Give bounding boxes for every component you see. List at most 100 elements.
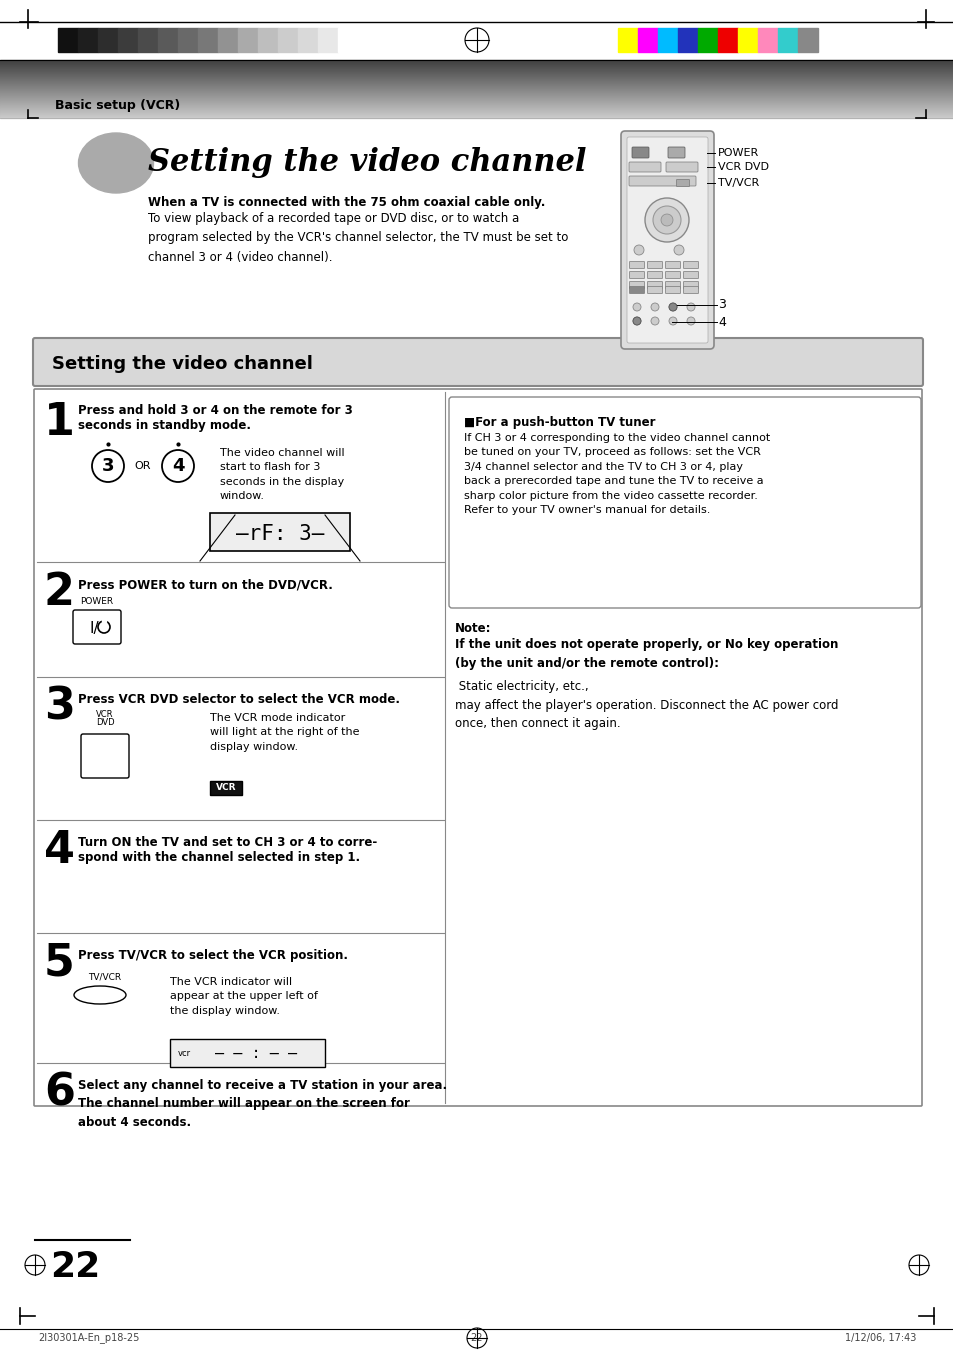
Text: To view playback of a recorded tape or DVD disc, or to watch a
program selected : To view playback of a recorded tape or D… <box>148 212 568 263</box>
Text: TV/VCR: TV/VCR <box>88 971 121 981</box>
Text: When a TV is connected with the 75 ohm coaxial cable only.: When a TV is connected with the 75 ohm c… <box>148 196 545 209</box>
Bar <box>58 28 78 51</box>
Text: 4: 4 <box>718 316 725 328</box>
Circle shape <box>668 303 677 311</box>
Circle shape <box>633 317 640 326</box>
Text: 5: 5 <box>44 942 74 985</box>
Text: DVD: DVD <box>95 717 114 727</box>
Text: 6: 6 <box>44 1071 75 1115</box>
FancyBboxPatch shape <box>626 136 707 343</box>
FancyBboxPatch shape <box>81 734 129 778</box>
FancyBboxPatch shape <box>665 281 679 289</box>
FancyBboxPatch shape <box>647 262 661 269</box>
Circle shape <box>650 317 659 326</box>
Bar <box>618 28 638 51</box>
Ellipse shape <box>74 986 126 1004</box>
Text: 1: 1 <box>44 401 75 444</box>
Text: – – : – –: – – : – – <box>214 1047 296 1062</box>
FancyBboxPatch shape <box>449 397 920 608</box>
Circle shape <box>686 317 695 326</box>
Text: 3: 3 <box>718 299 725 312</box>
FancyBboxPatch shape <box>665 286 679 293</box>
Text: 2I30301A-En_p18-25: 2I30301A-En_p18-25 <box>38 1332 139 1343</box>
FancyBboxPatch shape <box>629 262 644 269</box>
Text: 3: 3 <box>102 457 114 476</box>
Text: VCR DVD: VCR DVD <box>718 162 768 172</box>
Bar <box>78 28 98 51</box>
FancyBboxPatch shape <box>682 286 698 293</box>
Circle shape <box>673 245 683 255</box>
Circle shape <box>633 303 640 311</box>
Circle shape <box>91 450 124 482</box>
Bar <box>178 28 198 51</box>
Text: 22: 22 <box>50 1250 100 1283</box>
Text: Setting the video channel: Setting the video channel <box>52 355 313 373</box>
Text: If the unit does not operate properly, or No key operation
(by the unit and/or t: If the unit does not operate properly, o… <box>455 638 838 670</box>
FancyBboxPatch shape <box>33 338 923 386</box>
Text: 1/12/06, 17:43: 1/12/06, 17:43 <box>843 1333 915 1343</box>
Bar <box>738 28 758 51</box>
FancyBboxPatch shape <box>682 272 698 278</box>
Circle shape <box>644 199 688 242</box>
Text: TV/VCR: TV/VCR <box>718 178 759 188</box>
Text: 4: 4 <box>44 830 75 871</box>
Text: POWER: POWER <box>80 597 113 607</box>
Bar <box>237 28 257 51</box>
Circle shape <box>633 317 640 326</box>
Bar <box>658 28 678 51</box>
FancyBboxPatch shape <box>665 262 679 269</box>
Circle shape <box>162 450 193 482</box>
Bar <box>797 28 817 51</box>
Bar <box>778 28 797 51</box>
Bar <box>0 0 953 59</box>
FancyBboxPatch shape <box>647 272 661 278</box>
Bar <box>170 1039 325 1067</box>
Text: VCR: VCR <box>215 784 236 793</box>
FancyBboxPatch shape <box>629 272 644 278</box>
Text: If CH 3 or 4 corresponding to the video channel cannot
be tuned on your TV, proc: If CH 3 or 4 corresponding to the video … <box>463 434 769 515</box>
Bar <box>198 28 218 51</box>
Text: The VCR mode indicator
will light at the right of the
display window.: The VCR mode indicator will light at the… <box>210 713 359 751</box>
FancyBboxPatch shape <box>631 147 648 158</box>
FancyBboxPatch shape <box>667 147 684 158</box>
Text: Basic setup (VCR): Basic setup (VCR) <box>55 100 180 112</box>
Bar <box>158 28 178 51</box>
Text: 22: 22 <box>470 1333 483 1343</box>
FancyBboxPatch shape <box>665 162 698 172</box>
Text: The video channel will
start to flash for 3
seconds in the display
window.: The video channel will start to flash fo… <box>220 449 344 501</box>
Circle shape <box>660 213 672 226</box>
Bar <box>758 28 778 51</box>
Text: The VCR indicator will
appear at the upper left of
the display window.: The VCR indicator will appear at the upp… <box>170 977 317 1016</box>
Bar <box>337 28 357 51</box>
FancyBboxPatch shape <box>676 180 689 186</box>
FancyBboxPatch shape <box>682 281 698 289</box>
Text: Select any channel to receive a TV station in your area.
The channel number will: Select any channel to receive a TV stati… <box>78 1079 447 1129</box>
Bar <box>118 28 138 51</box>
Bar <box>98 28 118 51</box>
Bar <box>218 28 237 51</box>
FancyBboxPatch shape <box>629 286 644 293</box>
Text: I/: I/ <box>89 620 99 635</box>
Text: VCR: VCR <box>96 711 113 719</box>
Circle shape <box>668 317 677 326</box>
Ellipse shape <box>78 132 153 193</box>
Text: 2: 2 <box>44 571 75 613</box>
Text: Note:: Note: <box>455 621 491 635</box>
Text: Press VCR DVD selector to select the VCR mode.: Press VCR DVD selector to select the VCR… <box>78 693 399 707</box>
Text: POWER: POWER <box>718 149 759 158</box>
Bar <box>698 28 718 51</box>
Circle shape <box>668 303 677 311</box>
Text: –rF: 3–: –rF: 3– <box>235 524 324 544</box>
FancyBboxPatch shape <box>34 389 921 1106</box>
Text: Press TV/VCR to select the VCR position.: Press TV/VCR to select the VCR position. <box>78 948 348 962</box>
Bar <box>138 28 158 51</box>
Bar <box>317 28 337 51</box>
Bar <box>210 513 350 551</box>
Bar <box>102 617 106 621</box>
Bar <box>718 28 738 51</box>
Text: Static electricity, etc.,
may affect the player's operation. Disconnect the AC p: Static electricity, etc., may affect the… <box>455 680 838 730</box>
FancyBboxPatch shape <box>73 611 121 644</box>
FancyBboxPatch shape <box>665 272 679 278</box>
FancyBboxPatch shape <box>628 176 696 186</box>
FancyBboxPatch shape <box>628 162 660 172</box>
